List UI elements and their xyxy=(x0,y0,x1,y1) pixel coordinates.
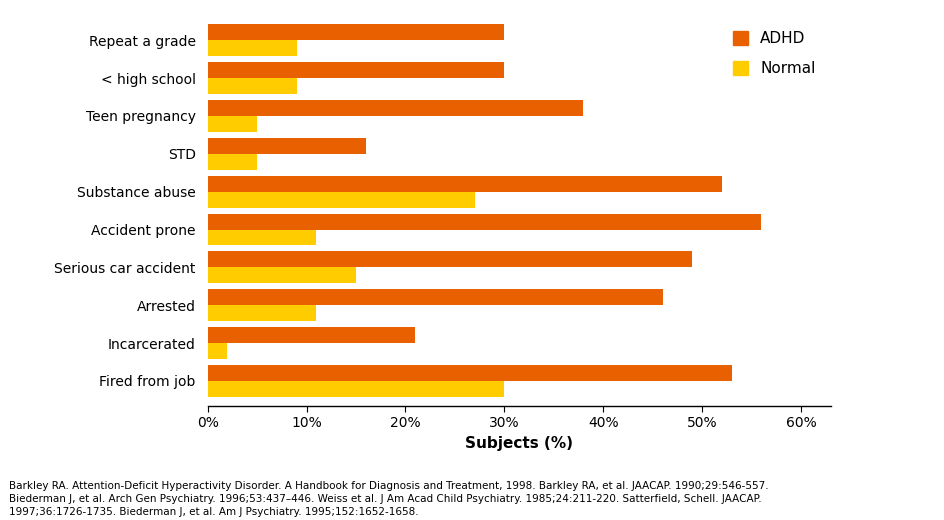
Bar xyxy=(208,138,366,154)
Bar xyxy=(208,289,663,305)
Bar xyxy=(208,100,583,116)
X-axis label: Subjects (%): Subjects (%) xyxy=(465,436,573,450)
Legend: ADHD, Normal: ADHD, Normal xyxy=(725,23,823,84)
Bar xyxy=(208,252,692,267)
Bar xyxy=(208,40,296,56)
Bar xyxy=(208,381,504,397)
Bar xyxy=(208,62,504,78)
Bar xyxy=(208,24,504,40)
Bar xyxy=(208,116,257,132)
Text: Barkley RA. Attention-Deficit Hyperactivity Disorder. A Handbook for Diagnosis a: Barkley RA. Attention-Deficit Hyperactiv… xyxy=(9,481,769,517)
Bar xyxy=(208,267,356,283)
Bar xyxy=(208,365,732,381)
Bar xyxy=(208,176,722,192)
Bar xyxy=(208,305,316,321)
Bar xyxy=(208,78,296,94)
Bar xyxy=(208,343,228,359)
Bar xyxy=(208,154,257,170)
Bar xyxy=(208,327,415,343)
Bar xyxy=(208,192,475,207)
Bar xyxy=(208,214,762,229)
Bar xyxy=(208,229,316,245)
